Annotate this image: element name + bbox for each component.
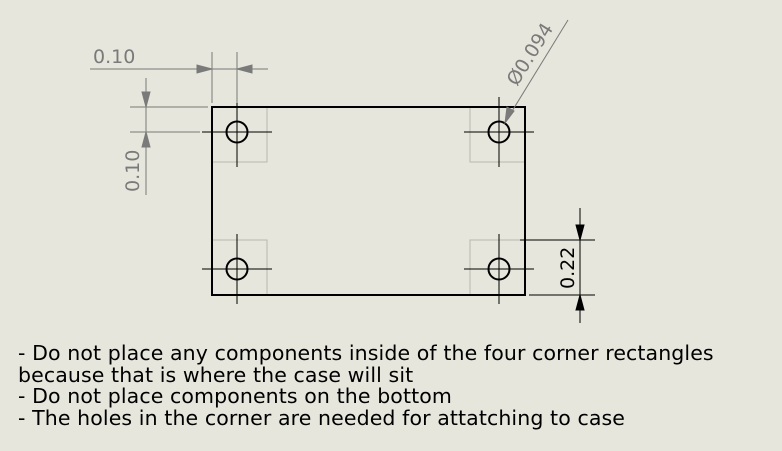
- keepout-rect-bottom-left: [211, 239, 268, 296]
- keepout-rect-top-left: [211, 106, 268, 163]
- horizontal-offset-label: 0.10: [93, 46, 135, 68]
- diameter-leader: [505, 19, 569, 122]
- mounting-hole-top-right: [464, 97, 534, 167]
- dimension-arrow: [235, 64, 253, 74]
- mounting-hole-top-left: [202, 97, 272, 167]
- note-line: because that is where the case will sit: [18, 362, 414, 387]
- dimension-arrow: [141, 91, 151, 109]
- drawing-notes: - Do not place any components inside of …: [18, 341, 778, 430]
- hole-diameter-label: Ø0.094: [503, 19, 558, 89]
- mounting-hole-bottom-right: [464, 234, 534, 304]
- board-outline: [211, 106, 526, 296]
- diameter-arrow: [504, 106, 515, 125]
- dimension-hole-from-bottom: 0.22: [520, 208, 595, 323]
- corner-keepout-rectangles: [211, 106, 526, 296]
- dimension-horizontal-offset: 0.10: [90, 46, 268, 103]
- note-line: - Do not place components on the bottom: [18, 384, 452, 408]
- dimension-vertical-offset: 0.10: [122, 78, 208, 195]
- dimension-arrow: [196, 64, 214, 74]
- dimension-arrow: [575, 224, 585, 242]
- note-line: - The holes in the corner are needed for…: [18, 405, 625, 430]
- dimension-arrow: [575, 293, 585, 311]
- note-line: - Do not place any components inside of …: [18, 341, 714, 365]
- vertical-offset-label: 0.10: [122, 150, 144, 192]
- keepout-rect-top-right: [469, 106, 526, 163]
- hole-from-bottom-label: 0.22: [557, 247, 579, 289]
- mounting-holes: [202, 97, 534, 304]
- dimension-arrow: [141, 130, 151, 148]
- mounting-hole-bottom-left: [202, 234, 272, 304]
- keepout-rect-bottom-right: [469, 239, 526, 296]
